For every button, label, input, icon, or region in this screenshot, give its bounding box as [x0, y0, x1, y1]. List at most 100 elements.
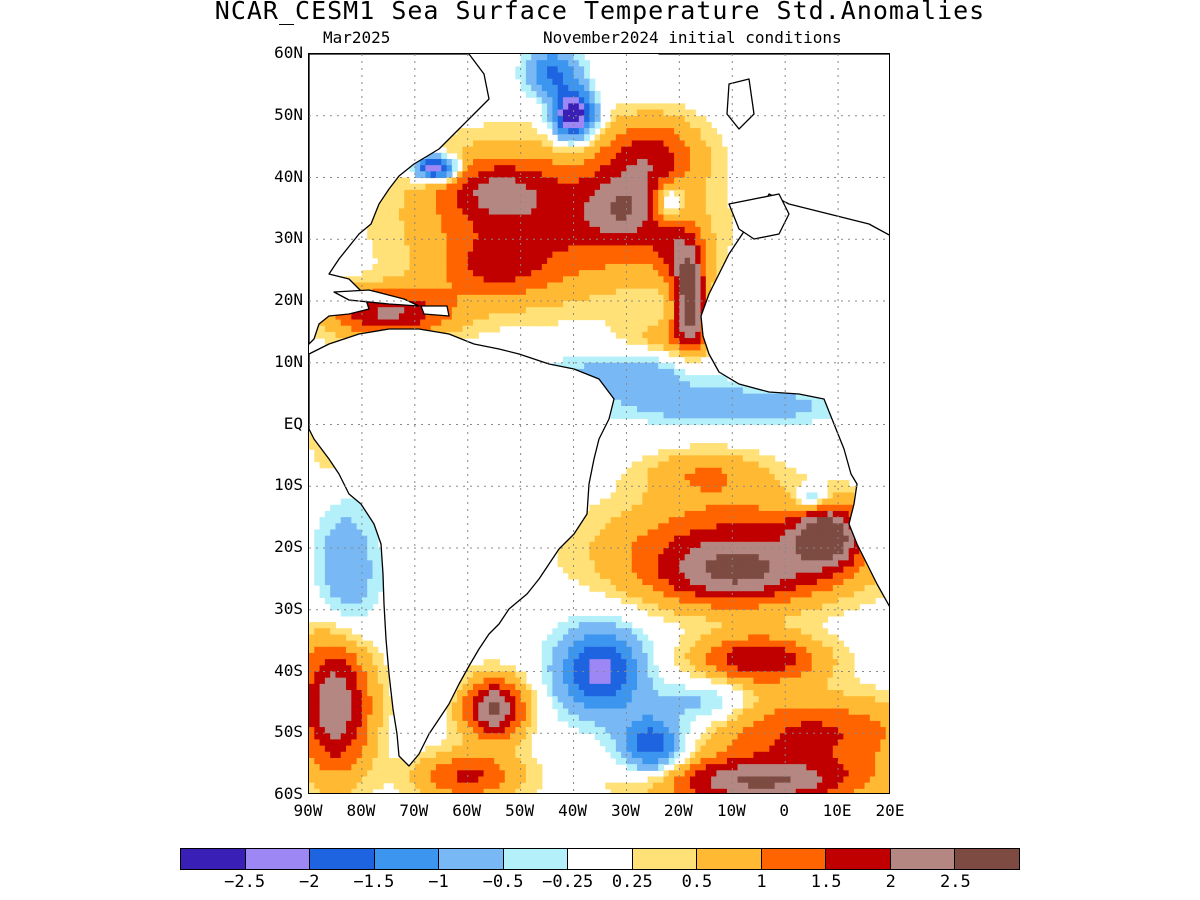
anomaly-cell — [705, 220, 712, 228]
anomaly-cell — [541, 140, 548, 148]
anomaly-cell — [589, 220, 596, 228]
anomaly-cell — [642, 165, 649, 172]
anomaly-cell — [594, 301, 601, 308]
anomaly-cell — [414, 301, 421, 308]
anomaly-cell — [642, 523, 649, 531]
anomaly-cell — [420, 233, 426, 240]
anomaly-cell — [356, 517, 363, 524]
anomaly-cell — [711, 443, 717, 450]
anomaly-cell — [562, 233, 569, 240]
anomaly-cell — [748, 541, 755, 549]
anomaly-cell — [843, 510, 850, 518]
anomaly-cell — [647, 344, 654, 351]
anomaly-cell — [779, 566, 786, 574]
anomaly-cell — [848, 498, 855, 506]
anomaly-cell — [367, 597, 374, 605]
anomaly-cell — [652, 103, 659, 111]
anomaly-cell — [626, 510, 633, 518]
anomaly-cell — [510, 121, 516, 129]
anomaly-cell — [679, 121, 686, 129]
anomaly-cell — [658, 319, 665, 327]
anomaly-cell — [377, 282, 384, 290]
anomaly-cell — [652, 220, 659, 228]
anomaly-cell — [435, 165, 442, 172]
anomaly-cell — [562, 628, 569, 636]
anomaly-cell — [525, 288, 532, 296]
anomaly-cell — [721, 640, 728, 648]
anomaly-cell — [631, 529, 638, 537]
anomaly-cell — [462, 307, 469, 314]
anomaly-cell — [721, 183, 728, 191]
anomaly-cell — [557, 307, 564, 314]
anomaly-cell — [647, 134, 654, 142]
anomaly-cell — [589, 251, 596, 259]
anomaly-cell — [663, 183, 670, 191]
anomaly-cell — [568, 294, 575, 302]
anomaly-cell — [562, 301, 569, 308]
anomaly-cell — [467, 325, 474, 333]
anomaly-cell — [578, 183, 585, 191]
anomaly-cell — [335, 535, 342, 543]
anomaly-cell — [742, 412, 749, 419]
anomaly-cell — [864, 597, 871, 605]
anomaly-cell — [642, 572, 649, 580]
anomaly-cell — [473, 171, 479, 179]
anomaly-cell — [568, 628, 575, 636]
anomaly-cell — [684, 498, 691, 506]
anomaly-cell — [621, 233, 628, 240]
anomaly-cell — [838, 548, 844, 555]
anomaly-cell — [721, 498, 728, 506]
anomaly-cell — [652, 554, 659, 561]
anomaly-cell — [372, 560, 379, 568]
anomaly-cell — [361, 609, 368, 617]
anomaly-cell — [504, 313, 511, 321]
anomaly-cell — [578, 245, 585, 253]
anomaly-cell — [684, 158, 691, 166]
anomaly-cell — [578, 239, 585, 247]
anomaly-cell — [414, 208, 421, 216]
anomaly-cell — [827, 480, 834, 487]
anomaly-cell — [838, 591, 844, 598]
anomaly-cell — [393, 263, 400, 271]
anomaly-cell — [732, 566, 739, 574]
anomaly-cell — [737, 597, 744, 605]
anomaly-cell — [462, 294, 469, 302]
anomaly-cell — [631, 226, 638, 234]
anomaly-cell — [721, 541, 728, 549]
anomaly-cell — [647, 566, 654, 574]
anomaly-cell — [314, 443, 321, 450]
anomaly-cell — [451, 319, 458, 327]
anomaly-cell — [568, 54, 575, 61]
anomaly-cell — [562, 276, 569, 284]
anomaly-cell — [451, 307, 458, 314]
anomaly-cell — [668, 325, 675, 333]
anomaly-cell — [700, 375, 707, 382]
anomaly-cell — [361, 282, 368, 290]
anomaly-cell — [711, 609, 717, 617]
anomaly-cell — [684, 214, 691, 222]
anomaly-cell — [668, 529, 675, 537]
anomaly-cell — [732, 541, 739, 549]
anomaly-cell — [726, 449, 733, 456]
anomaly-cell — [568, 313, 575, 321]
anomaly-cell — [584, 128, 591, 135]
anomaly-cell — [748, 554, 755, 561]
anomaly-cell — [647, 535, 654, 543]
anomaly-cell — [552, 91, 559, 98]
anomaly-cell — [779, 591, 786, 598]
anomaly-cell — [536, 301, 543, 308]
anomaly-cell — [637, 220, 643, 228]
anomaly-cell — [478, 239, 485, 247]
anomaly-cell — [753, 486, 760, 494]
anomaly-cell — [615, 480, 622, 487]
anomaly-cell — [473, 140, 479, 148]
anomaly-cell — [806, 591, 813, 598]
anomaly-cell — [541, 263, 548, 271]
anomaly-cell — [552, 196, 559, 203]
anomaly-cell — [420, 257, 426, 265]
anomaly-cell — [314, 449, 321, 456]
anomaly-cell — [748, 387, 755, 395]
anomaly-cell — [689, 171, 696, 179]
anomaly-cell — [335, 572, 342, 580]
anomaly-cell — [737, 480, 744, 487]
